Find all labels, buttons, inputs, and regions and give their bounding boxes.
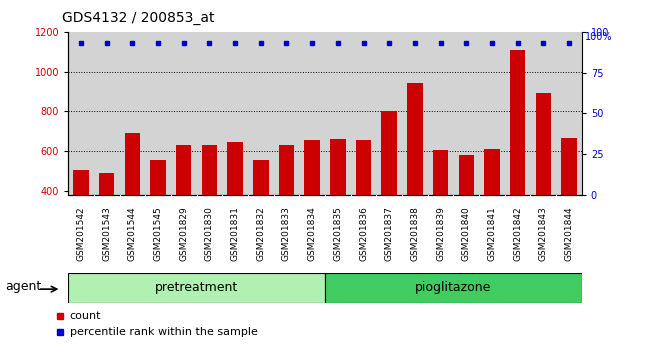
Text: GSM201841: GSM201841 (488, 206, 497, 261)
Bar (176, 145, 192, 195)
Bar (279, 145, 294, 195)
Bar (125, 133, 140, 195)
Bar (304, 140, 320, 195)
Bar (458, 155, 474, 195)
Text: percentile rank within the sample: percentile rank within the sample (70, 327, 258, 337)
Text: GSM201839: GSM201839 (436, 206, 445, 261)
Text: GSM201543: GSM201543 (102, 206, 111, 261)
Bar (433, 150, 448, 195)
Text: GDS4132 / 200853_at: GDS4132 / 200853_at (62, 11, 214, 25)
Text: GSM201833: GSM201833 (282, 206, 291, 261)
Bar (227, 142, 243, 195)
Bar (484, 149, 500, 195)
Text: pretreatment: pretreatment (155, 281, 239, 294)
Bar (510, 50, 525, 195)
Text: GSM201835: GSM201835 (333, 206, 343, 261)
Bar (356, 140, 371, 195)
Text: GSM201832: GSM201832 (256, 206, 265, 261)
FancyBboxPatch shape (325, 273, 582, 303)
Text: GSM201544: GSM201544 (128, 206, 137, 261)
Text: GSM201542: GSM201542 (77, 206, 86, 261)
Text: GSM201844: GSM201844 (564, 206, 573, 261)
Text: GSM201831: GSM201831 (231, 206, 240, 261)
Text: GSM201830: GSM201830 (205, 206, 214, 261)
Bar (202, 145, 217, 195)
Text: GSM201843: GSM201843 (539, 206, 548, 261)
Bar (330, 139, 346, 195)
Text: GSM201836: GSM201836 (359, 206, 368, 261)
Bar (99, 173, 114, 195)
Text: pioglitazone: pioglitazone (415, 281, 491, 294)
Text: GSM201837: GSM201837 (385, 206, 394, 261)
Bar (407, 84, 422, 195)
Bar (150, 160, 166, 195)
Text: 100%: 100% (585, 32, 612, 42)
Text: GSM201842: GSM201842 (513, 206, 522, 261)
Bar (253, 160, 268, 195)
Text: count: count (70, 311, 101, 321)
Text: GSM201545: GSM201545 (153, 206, 162, 261)
FancyBboxPatch shape (68, 273, 325, 303)
Bar (73, 170, 89, 195)
Bar (382, 111, 397, 195)
Text: GSM201829: GSM201829 (179, 206, 188, 261)
Text: GSM201840: GSM201840 (462, 206, 471, 261)
Text: GSM201834: GSM201834 (307, 206, 317, 261)
Bar (536, 93, 551, 195)
Text: agent: agent (5, 280, 42, 293)
Text: GSM201838: GSM201838 (410, 206, 419, 261)
Bar (561, 138, 577, 195)
